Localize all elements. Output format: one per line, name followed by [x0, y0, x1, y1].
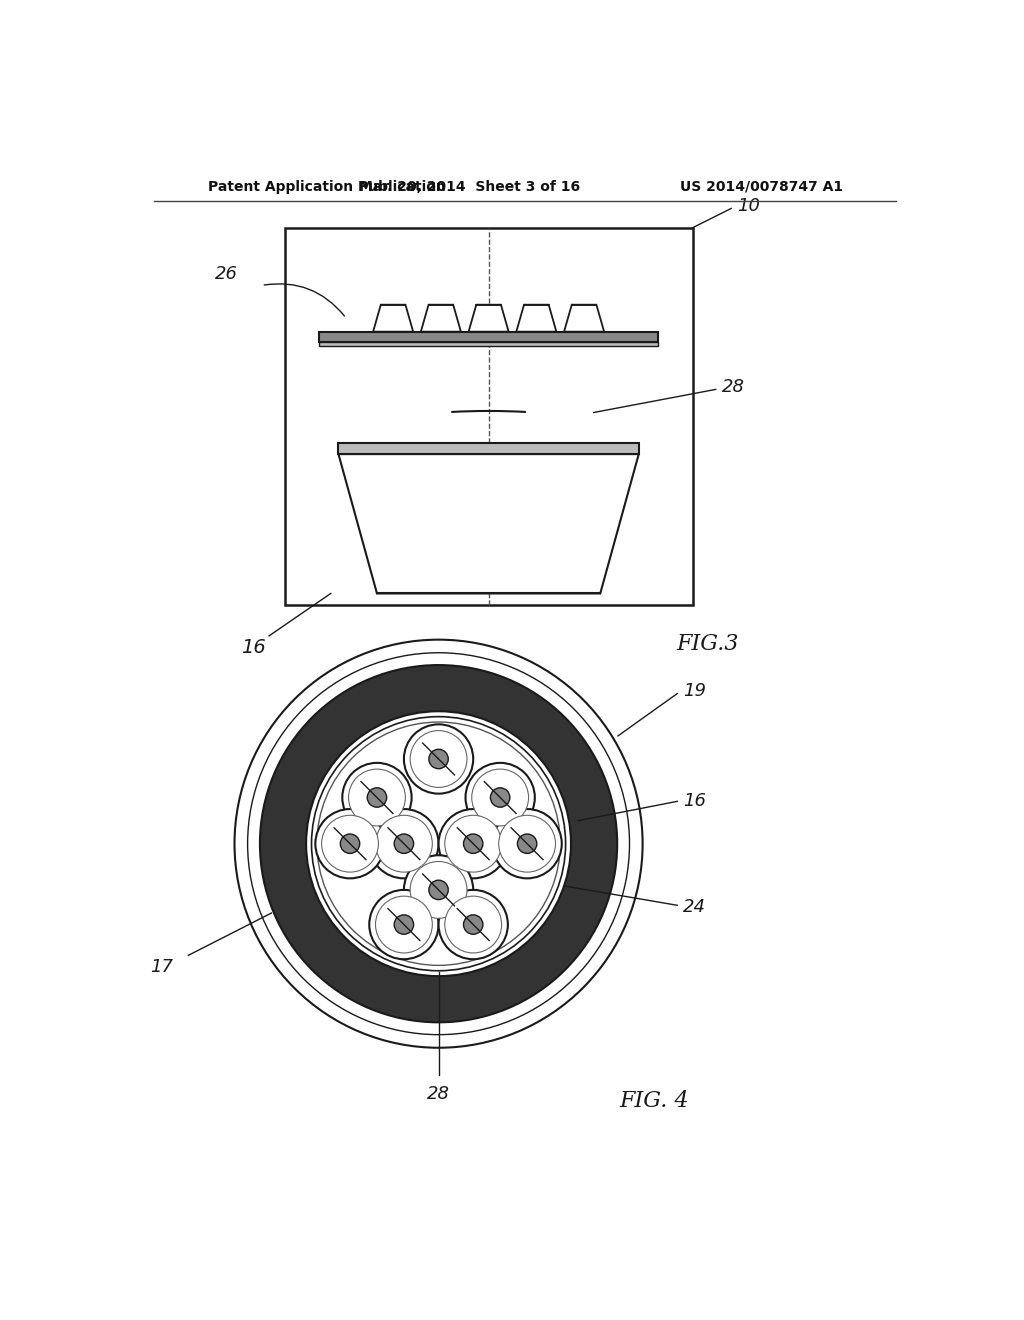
- Polygon shape: [564, 305, 604, 331]
- Circle shape: [348, 770, 406, 826]
- Text: FIG.3: FIG.3: [677, 632, 739, 655]
- Circle shape: [340, 834, 359, 854]
- Circle shape: [260, 665, 617, 1022]
- Bar: [285, 227, 692, 605]
- Circle shape: [411, 730, 467, 788]
- Bar: [339, 444, 639, 454]
- Circle shape: [234, 640, 643, 1048]
- Text: US 2014/0078747 A1: US 2014/0078747 A1: [680, 180, 844, 194]
- Circle shape: [438, 890, 508, 960]
- Circle shape: [376, 896, 432, 953]
- Bar: [319, 331, 658, 342]
- Text: 26: 26: [215, 265, 239, 282]
- Circle shape: [342, 763, 412, 832]
- Text: Patent Application Publication: Patent Application Publication: [208, 180, 445, 194]
- Circle shape: [322, 816, 379, 873]
- Circle shape: [316, 722, 560, 965]
- Circle shape: [444, 896, 502, 953]
- Text: 10: 10: [737, 197, 760, 215]
- Circle shape: [493, 809, 562, 878]
- Circle shape: [499, 816, 556, 873]
- Circle shape: [517, 834, 537, 854]
- Circle shape: [429, 880, 449, 900]
- Text: 24: 24: [683, 898, 706, 916]
- Circle shape: [444, 816, 502, 873]
- Circle shape: [306, 711, 571, 977]
- Text: 28: 28: [427, 1085, 451, 1102]
- Text: 16: 16: [242, 638, 266, 657]
- Bar: [319, 342, 658, 346]
- Polygon shape: [469, 305, 509, 331]
- Polygon shape: [421, 305, 461, 331]
- Circle shape: [311, 717, 565, 970]
- Circle shape: [394, 834, 414, 854]
- Circle shape: [368, 788, 387, 808]
- Circle shape: [438, 809, 508, 878]
- Text: 17: 17: [150, 958, 173, 975]
- Circle shape: [394, 915, 414, 935]
- Circle shape: [248, 653, 630, 1035]
- Circle shape: [464, 915, 483, 935]
- Circle shape: [403, 855, 473, 924]
- Text: Mar. 20, 2014  Sheet 3 of 16: Mar. 20, 2014 Sheet 3 of 16: [358, 180, 580, 194]
- Circle shape: [376, 816, 432, 873]
- Text: FIG. 4: FIG. 4: [620, 1090, 689, 1111]
- Circle shape: [464, 834, 483, 854]
- Circle shape: [429, 750, 449, 768]
- Text: 28: 28: [722, 378, 744, 396]
- Polygon shape: [516, 305, 556, 331]
- Polygon shape: [373, 305, 413, 331]
- Circle shape: [490, 788, 510, 808]
- Circle shape: [403, 725, 473, 793]
- Circle shape: [411, 862, 467, 919]
- Circle shape: [370, 890, 438, 960]
- Circle shape: [472, 770, 528, 826]
- Text: 19: 19: [683, 682, 706, 700]
- Circle shape: [370, 809, 438, 878]
- Circle shape: [315, 809, 385, 878]
- Circle shape: [466, 763, 535, 832]
- Text: 16: 16: [683, 792, 706, 810]
- Polygon shape: [339, 454, 639, 594]
